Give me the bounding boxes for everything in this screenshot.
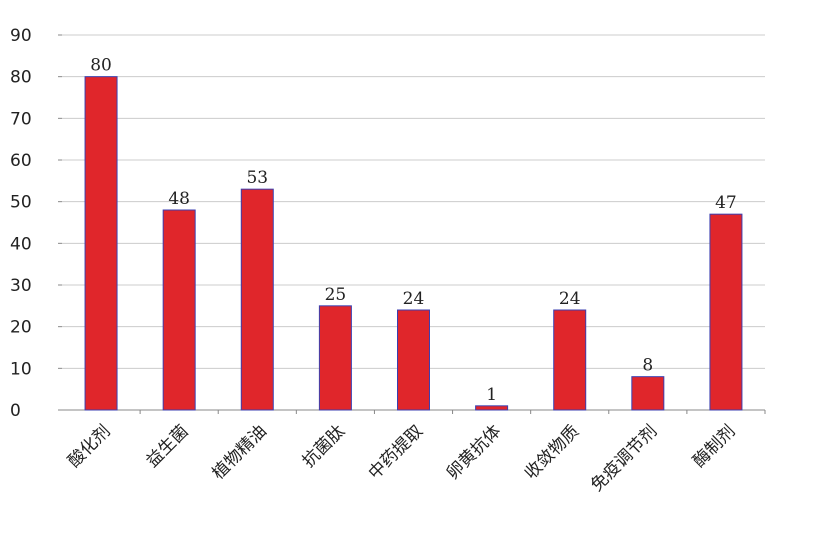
y-tick-label: 30 — [10, 276, 32, 296]
data-label: 8 — [642, 356, 653, 376]
bar-8 — [631, 376, 665, 411]
x-tick-label: 益生菌 — [142, 421, 192, 471]
data-label: 1 — [486, 385, 497, 405]
x-tick-labels: 酸化剂 益生菌 植物精油 抗菌肽 中药提取 卵黄抗体 收敛物质 免疫调节剂 酶制剂 — [64, 421, 739, 495]
bar-5 — [397, 309, 430, 411]
data-label: 25 — [325, 285, 347, 305]
data-label: 24 — [559, 289, 581, 309]
y-tick-label: 70 — [10, 109, 32, 129]
x-axis — [62, 409, 766, 414]
bar-3 — [240, 188, 274, 411]
y-tick-label: 20 — [10, 318, 32, 338]
x-tick-label: 酶制剂 — [689, 421, 739, 471]
data-label: 47 — [715, 193, 737, 213]
bar-1 — [84, 76, 118, 411]
y-tick-label: 50 — [10, 193, 32, 213]
x-tick-label: 植物精油 — [209, 421, 271, 483]
x-tick-label: 免疫调节剂 — [587, 421, 661, 495]
bar-9 — [709, 213, 743, 411]
x-tick-label: 抗菌肽 — [299, 421, 349, 471]
y-axis: 0 10 20 30 40 50 60 70 80 90 — [10, 26, 62, 421]
bar-6 — [475, 405, 509, 411]
y-tick-label: 40 — [10, 234, 32, 254]
x-tick-label: 收敛物质 — [521, 421, 583, 483]
bar-7 — [553, 309, 587, 411]
data-label: 80 — [90, 56, 112, 76]
data-labels: 80 48 53 25 24 1 24 8 47 — [90, 56, 737, 405]
y-tick-label: 80 — [10, 68, 32, 88]
y-tick-label: 90 — [10, 26, 32, 46]
x-tick-label: 中药提取 — [365, 421, 427, 483]
y-tick-label: 0 — [10, 401, 21, 421]
data-label: 48 — [168, 189, 190, 209]
x-tick-label: 酸化剂 — [64, 421, 114, 471]
bar-2 — [162, 209, 196, 411]
bar-4 — [318, 305, 352, 411]
y-tick-label: 60 — [10, 151, 32, 171]
bars — [84, 76, 743, 411]
y-tick-label: 10 — [10, 359, 32, 379]
x-tick-label: 卵黄抗体 — [443, 421, 505, 483]
data-label: 24 — [403, 289, 425, 309]
data-label: 53 — [246, 168, 268, 188]
